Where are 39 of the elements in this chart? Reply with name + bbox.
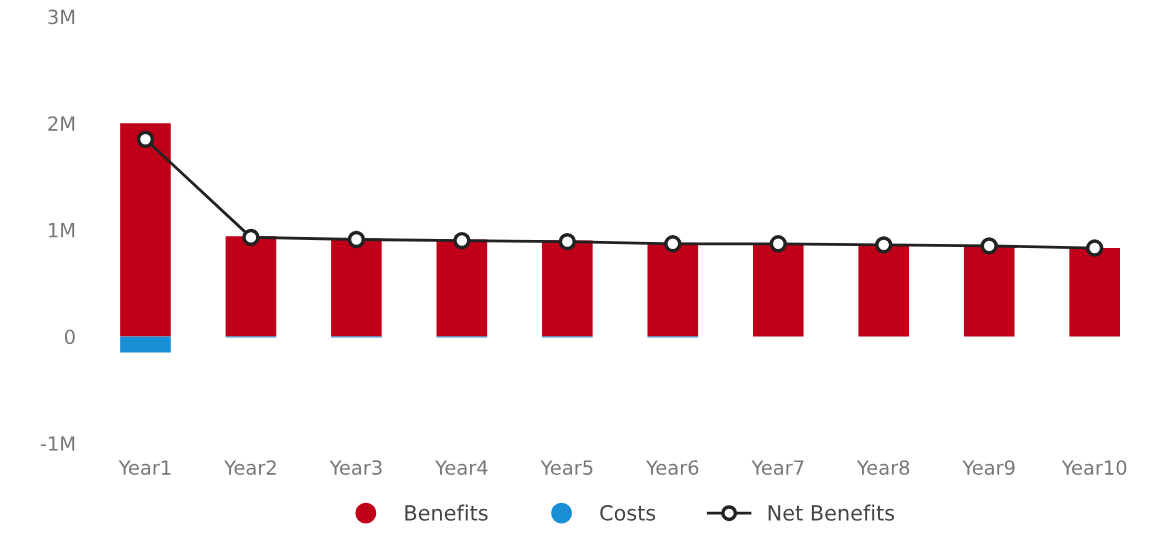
bar <box>647 242 699 337</box>
bar <box>858 244 910 337</box>
y-tick-label: 3M <box>48 9 75 25</box>
bar <box>1069 248 1120 337</box>
x-tick-label: Year8 <box>856 460 910 475</box>
point <box>875 236 893 254</box>
point <box>453 231 471 250</box>
bar <box>225 236 277 337</box>
y-tick-label: 0 <box>64 329 75 345</box>
bar <box>436 239 488 337</box>
point <box>769 235 787 253</box>
bar <box>331 238 382 337</box>
x-tick-label: Year6 <box>645 460 699 475</box>
point <box>664 235 682 253</box>
bar <box>542 240 593 337</box>
point <box>558 232 577 251</box>
point <box>136 130 155 148</box>
y-tick-label: -1M <box>40 436 75 451</box>
x-tick-label: Year3 <box>329 460 382 475</box>
legend-label: Costs <box>600 504 656 521</box>
y-tick-label: 1M <box>49 223 75 238</box>
bar <box>120 336 171 353</box>
x-tick-label: Year1 <box>118 460 171 475</box>
legend-label: Net Benefits <box>768 504 895 521</box>
bar <box>120 123 171 337</box>
point <box>1085 239 1104 257</box>
y-tick-label: 2M <box>48 116 75 131</box>
x-tick-label: Year10 <box>1061 460 1127 475</box>
bar <box>963 245 1015 337</box>
x-tick-label: Year4 <box>435 460 488 475</box>
point <box>347 230 366 249</box>
bar <box>752 243 804 337</box>
legend-label: Benefits <box>405 504 488 521</box>
x-tick-label: Year2 <box>224 460 276 475</box>
x-tick-label: Year7 <box>751 460 804 475</box>
point <box>980 237 998 255</box>
point <box>242 228 260 247</box>
x-tick-label: Year9 <box>962 460 1015 475</box>
x-tick-label: Year5 <box>540 460 593 475</box>
